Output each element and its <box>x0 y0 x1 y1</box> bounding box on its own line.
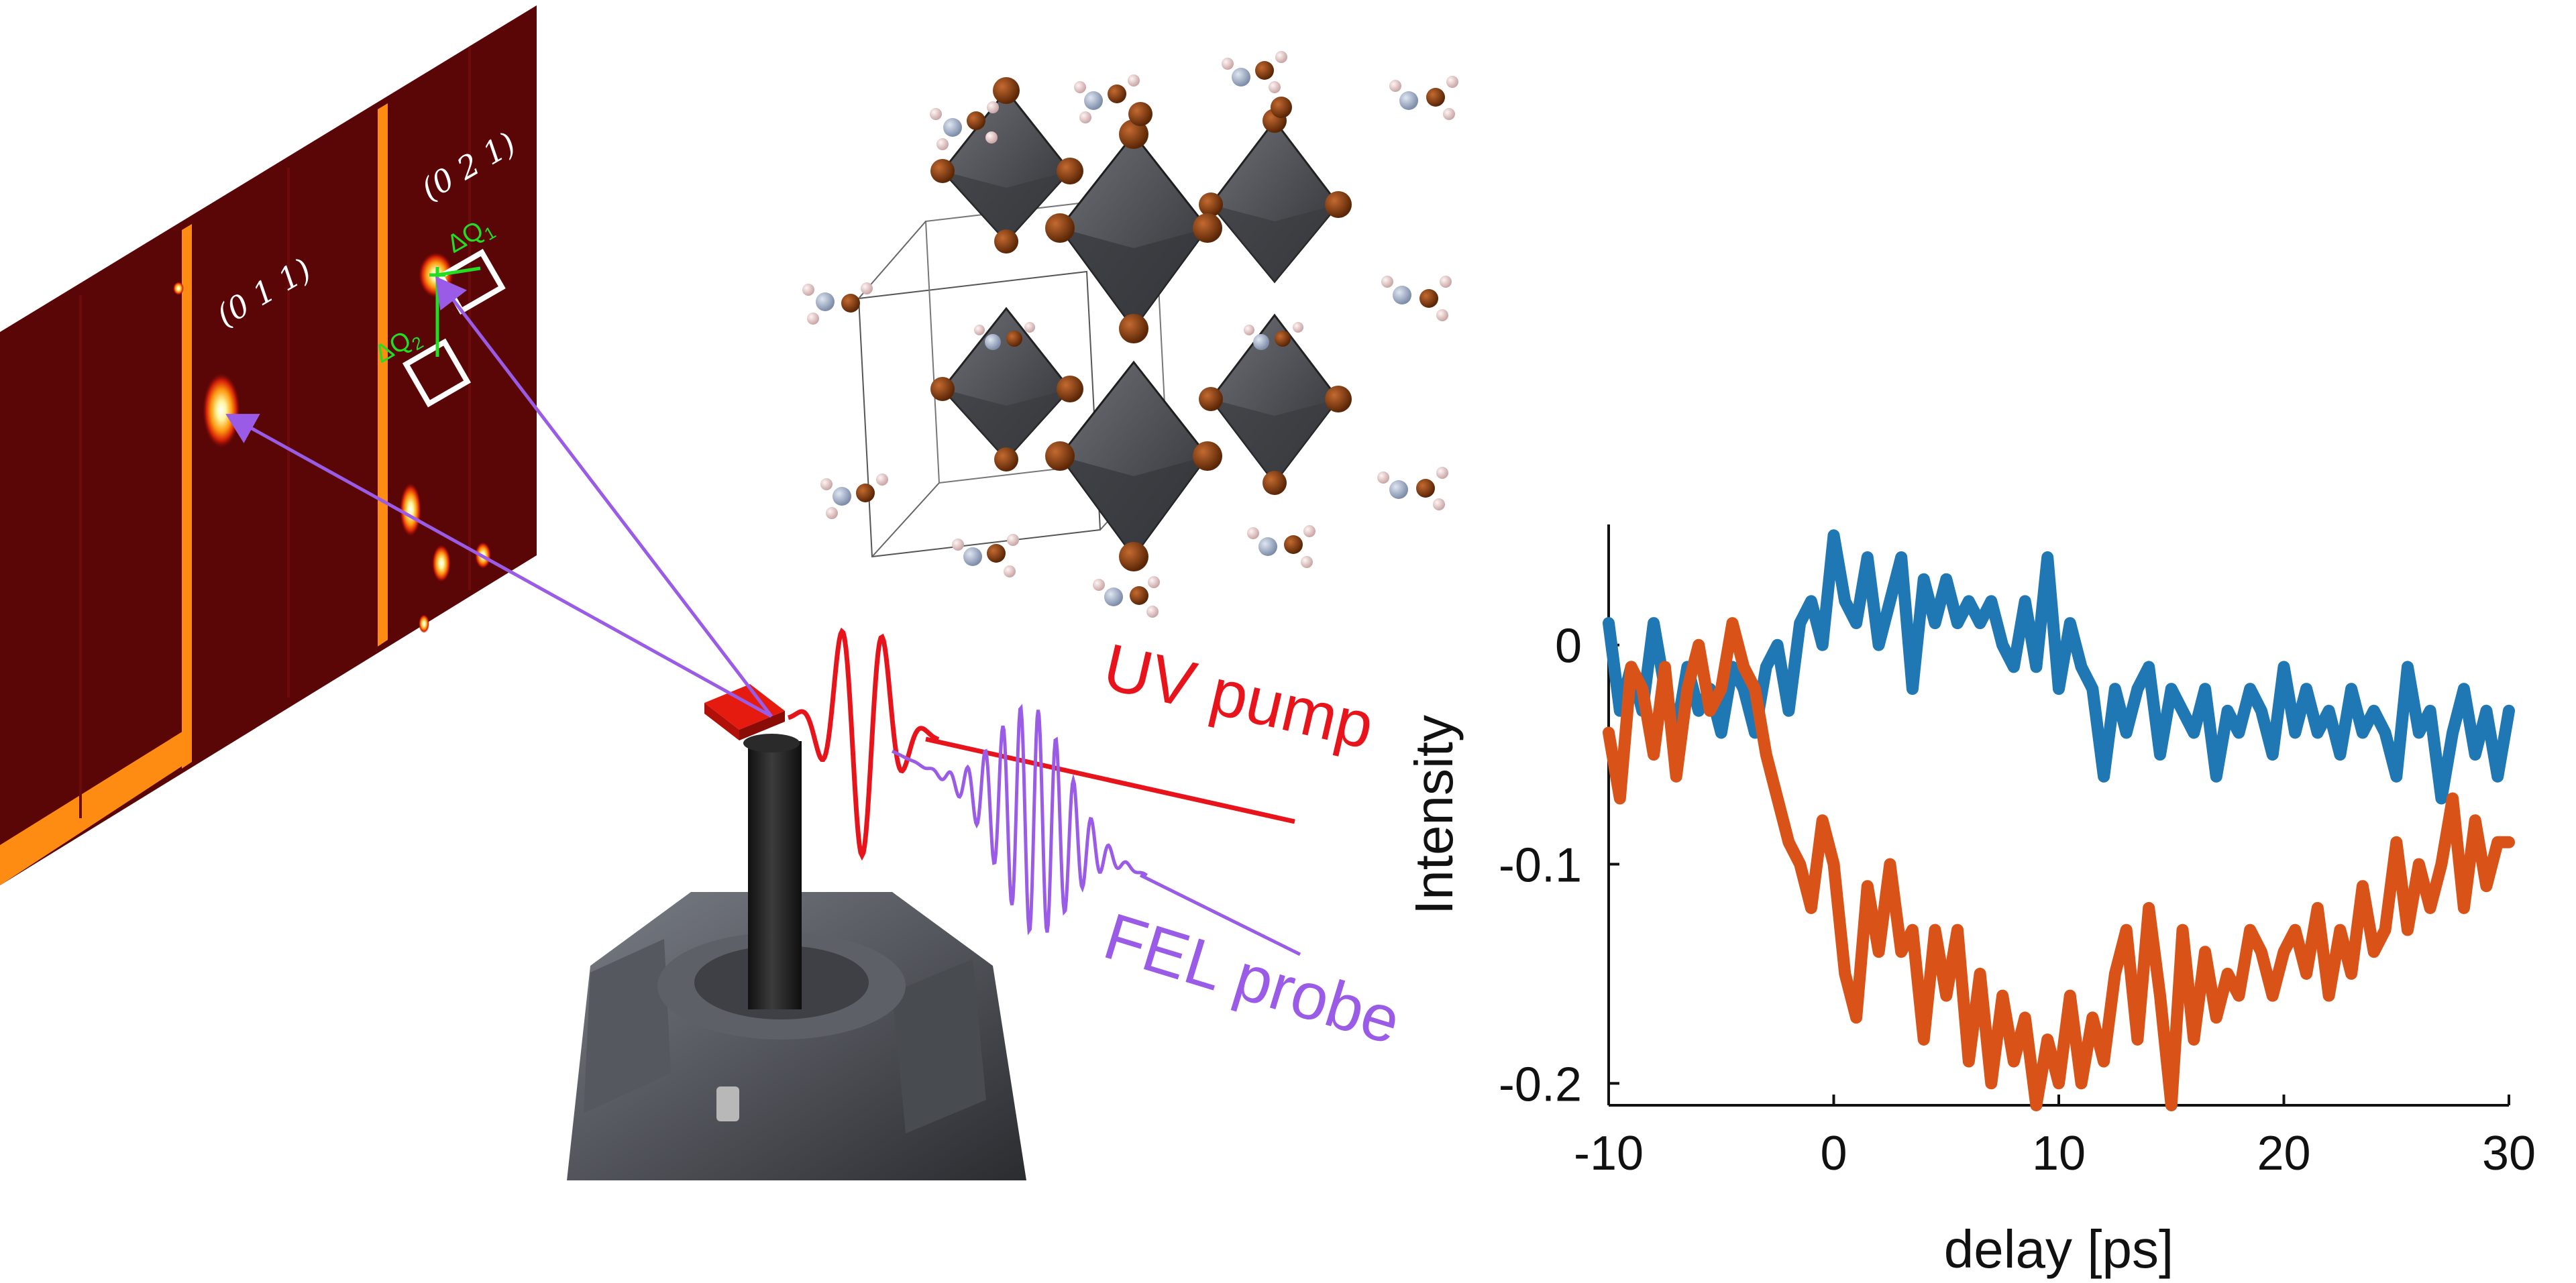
halide-atoms <box>930 77 1352 571</box>
series-line-orange <box>1603 617 2515 1111</box>
fel-probe-beam <box>1139 873 1301 956</box>
uv-pump-label: UV pump <box>1097 629 1381 763</box>
sample-crystal <box>704 684 785 730</box>
uv-pump-wave <box>788 627 940 861</box>
diffraction-spot <box>400 483 421 537</box>
scatter-arrow-021 <box>435 276 773 718</box>
intensity-chart: -10 0 10 20 30 0 -0.1 -0.2 delay [ps] Intensit… <box>1404 524 2536 1279</box>
x-tick-label: -10 <box>1574 1127 1644 1180</box>
fel-probe-label: FEL probe <box>1096 899 1409 1058</box>
x-axis-label: delay [ps] <box>1944 1219 2174 1279</box>
roi-box-background <box>402 338 472 408</box>
detector-background <box>0 5 537 885</box>
sample-stage <box>567 684 1026 1180</box>
octahedron <box>1059 132 1209 331</box>
y-ticks: 0 -0.1 -0.2 <box>1499 620 1619 1111</box>
detector-gap-stripe-left <box>182 224 192 769</box>
x-tick-label: 0 <box>1820 1127 1847 1180</box>
sample-crystal-front <box>739 711 785 740</box>
octahedron <box>1210 119 1340 284</box>
goniometer-block-left <box>584 939 671 1113</box>
x-tick-label: 10 <box>2032 1127 2086 1180</box>
octahedron <box>941 306 1071 461</box>
y-tick-label: 0 <box>1555 620 1582 673</box>
goniometer-block-right <box>892 959 986 1133</box>
diffraction-spot <box>173 282 184 295</box>
unit-cell-edge <box>871 482 940 557</box>
detector-gap-stripe-right <box>378 103 388 647</box>
detector-bottom-stripe <box>0 729 186 885</box>
sample-crystal-side <box>704 703 739 740</box>
detector-panel: (0 1 1) (0 2 1) ΔQ1 ΔQ2 <box>0 5 537 885</box>
goniometer-screw <box>716 1086 739 1121</box>
diffraction-spot <box>419 614 429 633</box>
x-tick-label: 30 <box>2482 1127 2536 1180</box>
diffraction-spot <box>432 545 451 582</box>
y-tick-label: -0.2 <box>1499 1058 1582 1111</box>
fel-probe-wave <box>891 704 1148 936</box>
scatter-arrow-011 <box>225 414 773 718</box>
y-axis-label: Intensity <box>1404 715 1464 915</box>
crystal-structure <box>802 51 1458 618</box>
diffraction-peak-011 <box>203 373 240 448</box>
sample-rod-top <box>743 734 800 752</box>
sample-rod <box>748 741 802 1009</box>
x-ticks: -10 0 10 20 30 <box>1574 1095 2536 1180</box>
methylammonium-molecules <box>802 51 1458 618</box>
y-tick-label: -0.1 <box>1499 839 1582 893</box>
octahedron <box>1210 313 1340 485</box>
x-tick-label: 20 <box>2257 1127 2310 1180</box>
